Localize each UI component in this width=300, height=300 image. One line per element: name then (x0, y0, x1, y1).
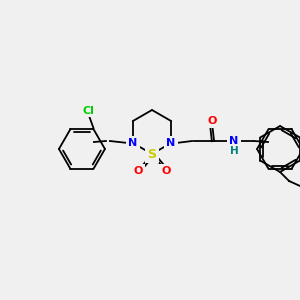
Text: N: N (128, 138, 138, 148)
Text: O: O (133, 166, 143, 176)
Text: N: N (167, 138, 176, 148)
Text: Cl: Cl (82, 106, 94, 116)
Text: N: N (230, 136, 239, 146)
Text: O: O (207, 116, 217, 126)
Text: H: H (230, 146, 239, 156)
Text: S: S (148, 148, 157, 160)
Text: O: O (161, 166, 171, 176)
